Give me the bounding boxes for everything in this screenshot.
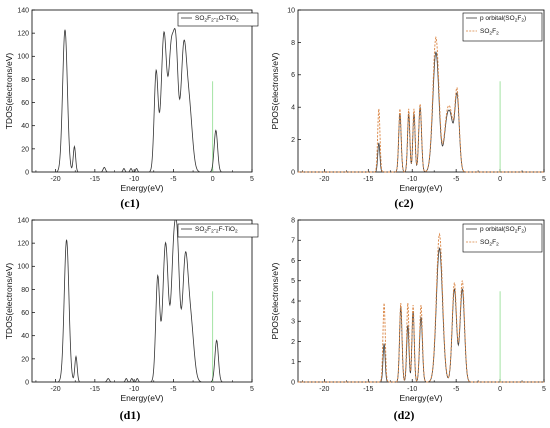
x-tick-label: -15 (363, 176, 373, 183)
y-tick-label: 100 (17, 54, 29, 61)
x-axis-label: Energy(eV) (400, 183, 443, 193)
x-tick-label: -5 (170, 386, 176, 393)
chart-panel-c1: -20 -15 -10 -5 0 5 0 20 40 60 80 100 120 140 Energy(eV… (4, 7, 259, 210)
x-tick-label: -20 (51, 176, 61, 183)
y-axis-label: PDOS(electrons/eV) (270, 52, 280, 129)
y-tick-label: 140 (17, 217, 29, 224)
plot-frame (31, 9, 253, 173)
x-tick-label: -15 (90, 386, 100, 393)
chart-panel-c2: -20 -15 -10 -5 0 5 0 2 4 6 8 10 Energy(eV) PDOS(elect… (270, 7, 546, 210)
y-tick-label: 40 (21, 123, 29, 130)
x-tick-label: -20 (51, 386, 61, 393)
legend-label: p orbital(SO2​F2​) (480, 15, 526, 24)
x-tick-label: -5 (453, 176, 459, 183)
y-tick-label: 6 (291, 72, 295, 79)
legend-box (177, 12, 259, 27)
x-tick-label: -15 (90, 176, 100, 183)
y-tick-label: 4 (291, 298, 295, 305)
y-tick-label: 6 (291, 258, 295, 265)
y-tick-label: 60 (21, 100, 29, 107)
y-tick-label: 60 (21, 310, 29, 317)
y-tick-label: 4 (291, 105, 295, 112)
panel-label: (d1) (120, 408, 141, 422)
y-tick-label: 100 (17, 264, 29, 271)
x-tick-label: 5 (250, 386, 254, 393)
chart-panel-d2: -20 -15 -10 -5 0 5 0 1 2 3 4 5 6 7 8 Energy(eV) PDOS(ele… (270, 217, 546, 422)
series-line-secondary (298, 36, 544, 173)
y-tick-label: 20 (21, 356, 29, 363)
chart-panel-d1: -20 -15 -10 -5 0 5 0 20 40 60 80 100 120 140 Energy(eV… (4, 217, 259, 422)
y-tick-label: 20 (21, 146, 29, 153)
x-tick-label: -5 (170, 176, 176, 183)
x-tick-label: -10 (407, 176, 417, 183)
y-tick-label: 0 (291, 169, 295, 176)
x-tick-label: 5 (250, 176, 254, 183)
y-tick-label: 8 (291, 217, 295, 224)
x-tick-label: -15 (363, 386, 373, 393)
legend-label: SO2​F2​ (480, 239, 499, 248)
x-axis-label: Energy(eV) (400, 393, 443, 403)
legend: SO2​F2​-2​F-TiO2​ (177, 223, 259, 238)
x-tick-label: -10 (129, 176, 139, 183)
y-axis-label: TDOS(electrons/eV) (4, 53, 14, 130)
x-tick-label: 0 (211, 386, 215, 393)
x-tick-label: -20 (319, 386, 329, 393)
y-tick-label: 2 (291, 137, 295, 144)
panel-label: (d2) (394, 408, 415, 422)
series-line-primary (32, 219, 252, 383)
y-tick-label: 1 (291, 359, 295, 366)
series-line-secondary (298, 232, 544, 383)
x-tick-label: 0 (211, 176, 215, 183)
y-tick-label: 2 (291, 339, 295, 346)
legend-label: SO2​F2​-2​O-TiO2​ (195, 15, 239, 24)
legend-label: SO2​F2​ (480, 28, 499, 37)
y-tick-label: 40 (21, 333, 29, 340)
y-tick-label: 7 (291, 238, 295, 245)
y-tick-label: 120 (17, 31, 29, 38)
x-tick-label: 5 (542, 386, 546, 393)
legend-box (177, 223, 259, 238)
plot-frame (31, 219, 253, 383)
y-tick-label: 3 (291, 319, 295, 326)
y-tick-label: 8 (291, 40, 295, 47)
x-tick-label: 0 (498, 176, 502, 183)
x-tick-label: 0 (498, 386, 502, 393)
legend-label: p orbital(SO2​F2​) (480, 226, 526, 235)
x-tick-label: -10 (129, 386, 139, 393)
y-tick-label: 10 (287, 7, 295, 14)
x-axis-label: Energy(eV) (121, 393, 164, 403)
y-tick-label: 5 (291, 278, 295, 285)
y-tick-label: 80 (21, 77, 29, 84)
y-tick-label: 0 (25, 169, 29, 176)
y-axis-label: TDOS(electrons/eV) (4, 263, 14, 340)
y-tick-label: 140 (17, 7, 29, 14)
y-tick-label: 80 (21, 287, 29, 294)
y-tick-label: 120 (17, 241, 29, 248)
series-line-primary (298, 247, 544, 383)
x-tick-label: -10 (407, 386, 417, 393)
x-tick-label: -20 (319, 176, 329, 183)
legend: SO2​F2​-2​O-TiO2​ (177, 12, 259, 27)
y-tick-label: 0 (291, 379, 295, 386)
x-tick-label: -5 (453, 386, 459, 393)
legend: p orbital(SO2​F2​) SO2​F2​ (462, 223, 543, 253)
y-axis-label: PDOS(electrons/eV) (270, 262, 280, 339)
y-tick-label: 0 (25, 379, 29, 386)
series-line-primary (32, 27, 252, 173)
x-axis-label: Energy(eV) (121, 183, 164, 193)
panel-label: (c1) (120, 196, 139, 210)
x-tick-label: 5 (542, 176, 546, 183)
legend-label: SO2​F2​-2​F-TiO2​ (195, 226, 238, 235)
plot-frame (297, 9, 545, 173)
legend: p orbital(SO2​F2​) SO2​F2​ (462, 12, 543, 42)
panel-label: (c2) (394, 196, 413, 210)
